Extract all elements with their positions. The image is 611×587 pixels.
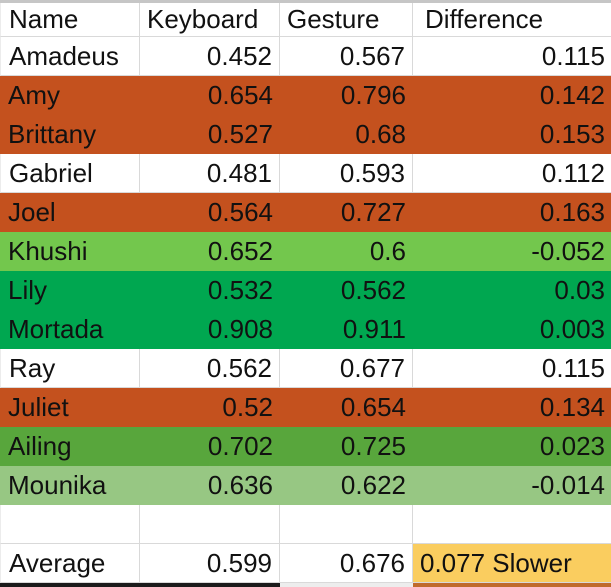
empty-row xyxy=(0,505,611,544)
cell-name[interactable]: Mounika xyxy=(8,470,107,500)
cell-difference[interactable]: 0.003 xyxy=(539,314,605,344)
cell-name[interactable]: Brittany xyxy=(8,119,97,149)
cell-keyboard[interactable]: 0.564 xyxy=(207,197,273,227)
cell-difference[interactable]: 0.153 xyxy=(539,119,605,149)
header-name[interactable]: Name xyxy=(0,3,140,37)
empty-cell[interactable] xyxy=(413,505,611,544)
bottom-border-light-segment xyxy=(280,583,413,587)
cell-keyboard[interactable]: 0.702 xyxy=(207,431,273,461)
cell-gesture[interactable]: 0.68 xyxy=(355,119,406,149)
cell-name[interactable]: Juliet xyxy=(8,392,69,422)
table-row: Amy 0.654 0.796 0.142 xyxy=(0,76,611,115)
cell-gesture[interactable]: 0.727 xyxy=(340,197,406,227)
cell-difference[interactable]: -0.014 xyxy=(531,470,605,500)
cell-difference[interactable]: 0.112 xyxy=(413,154,611,193)
cell-difference[interactable]: 0.115 xyxy=(413,349,611,388)
cell-keyboard[interactable]: 0.532 xyxy=(207,275,273,305)
cell-difference[interactable]: -0.052 xyxy=(531,236,605,266)
cell-keyboard[interactable]: 0.52 xyxy=(222,392,273,422)
cell-difference[interactable]: 0.134 xyxy=(539,392,605,422)
table-row: Brittany 0.527 0.68 0.153 xyxy=(0,115,611,154)
table-row: Ray 0.562 0.677 0.115 xyxy=(0,349,611,388)
cell-difference[interactable]: 0.163 xyxy=(539,197,605,227)
table-row: Gabriel 0.481 0.593 0.112 xyxy=(0,154,611,193)
average-row: Average 0.599 0.676 0.077 Slower xyxy=(0,544,611,583)
cell-difference[interactable]: 0.142 xyxy=(539,80,605,110)
cell-gesture[interactable]: 0.567 xyxy=(280,37,413,76)
table-row: Amadeus 0.452 0.567 0.115 xyxy=(0,37,611,76)
cell-difference[interactable]: 0.023 xyxy=(539,431,605,461)
cell-keyboard[interactable]: 0.654 xyxy=(207,80,273,110)
cell-gesture[interactable]: 0.622 xyxy=(340,470,406,500)
cell-gesture[interactable]: 0.796 xyxy=(340,80,406,110)
empty-cell[interactable] xyxy=(0,505,140,544)
bottom-border-orange-segment xyxy=(413,583,611,587)
cell-name[interactable]: Lily xyxy=(8,275,48,305)
cell-keyboard[interactable]: 0.481 xyxy=(140,154,280,193)
cell-gesture[interactable]: 0.593 xyxy=(280,154,413,193)
cell-name[interactable]: Amy xyxy=(8,80,60,110)
header-row: Name Keyboard Gesture Difference xyxy=(0,3,611,37)
table-row: Mounika 0.636 0.622 -0.014 xyxy=(0,466,611,505)
average-keyboard[interactable]: 0.599 xyxy=(140,544,280,583)
top-gridline xyxy=(0,0,611,3)
cell-gesture[interactable]: 0.654 xyxy=(340,392,406,422)
bottom-border-dark-segment xyxy=(0,583,280,587)
table-row: Juliet 0.52 0.654 0.134 xyxy=(0,388,611,427)
bottom-border xyxy=(0,583,611,587)
cell-name[interactable]: Ailing xyxy=(8,431,72,461)
cell-gesture[interactable]: 0.6 xyxy=(369,236,406,266)
cell-keyboard[interactable]: 0.908 xyxy=(207,314,273,344)
cell-name[interactable]: Joel xyxy=(8,197,56,227)
table-row: Mortada 0.908 0.911 0.003 xyxy=(0,310,611,349)
table-row: Khushi 0.652 0.6 -0.052 xyxy=(0,232,611,271)
header-gesture[interactable]: Gesture xyxy=(280,3,413,37)
cell-keyboard[interactable]: 0.562 xyxy=(140,349,280,388)
header-difference[interactable]: Difference xyxy=(413,3,611,37)
table-row: Joel 0.564 0.727 0.163 xyxy=(0,193,611,232)
cell-keyboard[interactable]: 0.636 xyxy=(207,470,273,500)
cell-name[interactable]: Gabriel xyxy=(0,154,140,193)
average-gesture[interactable]: 0.676 xyxy=(280,544,413,583)
cell-gesture[interactable]: 0.677 xyxy=(280,349,413,388)
cell-gesture[interactable]: 0.725 xyxy=(340,431,406,461)
empty-cell[interactable] xyxy=(280,505,413,544)
average-difference-highlight[interactable]: 0.077 Slower xyxy=(413,544,611,583)
cell-gesture[interactable]: 0.562 xyxy=(340,275,406,305)
header-keyboard[interactable]: Keyboard xyxy=(140,3,280,37)
empty-cell[interactable] xyxy=(140,505,280,544)
cell-difference[interactable]: 0.03 xyxy=(554,275,605,305)
cell-gesture[interactable]: 0.911 xyxy=(342,314,406,344)
table-row: Ailing 0.702 0.725 0.023 xyxy=(0,427,611,466)
cell-keyboard[interactable]: 0.452 xyxy=(140,37,280,76)
average-label[interactable]: Average xyxy=(0,544,140,583)
cell-keyboard[interactable]: 0.527 xyxy=(207,119,273,149)
cell-keyboard[interactable]: 0.652 xyxy=(207,236,273,266)
cell-name[interactable]: Mortada xyxy=(8,314,104,344)
cell-name[interactable]: Amadeus xyxy=(0,37,140,76)
table-row: Lily 0.532 0.562 0.03 xyxy=(0,271,611,310)
cell-difference[interactable]: 0.115 xyxy=(413,37,611,76)
cell-name[interactable]: Khushi xyxy=(8,236,88,266)
cell-name[interactable]: Ray xyxy=(0,349,140,388)
